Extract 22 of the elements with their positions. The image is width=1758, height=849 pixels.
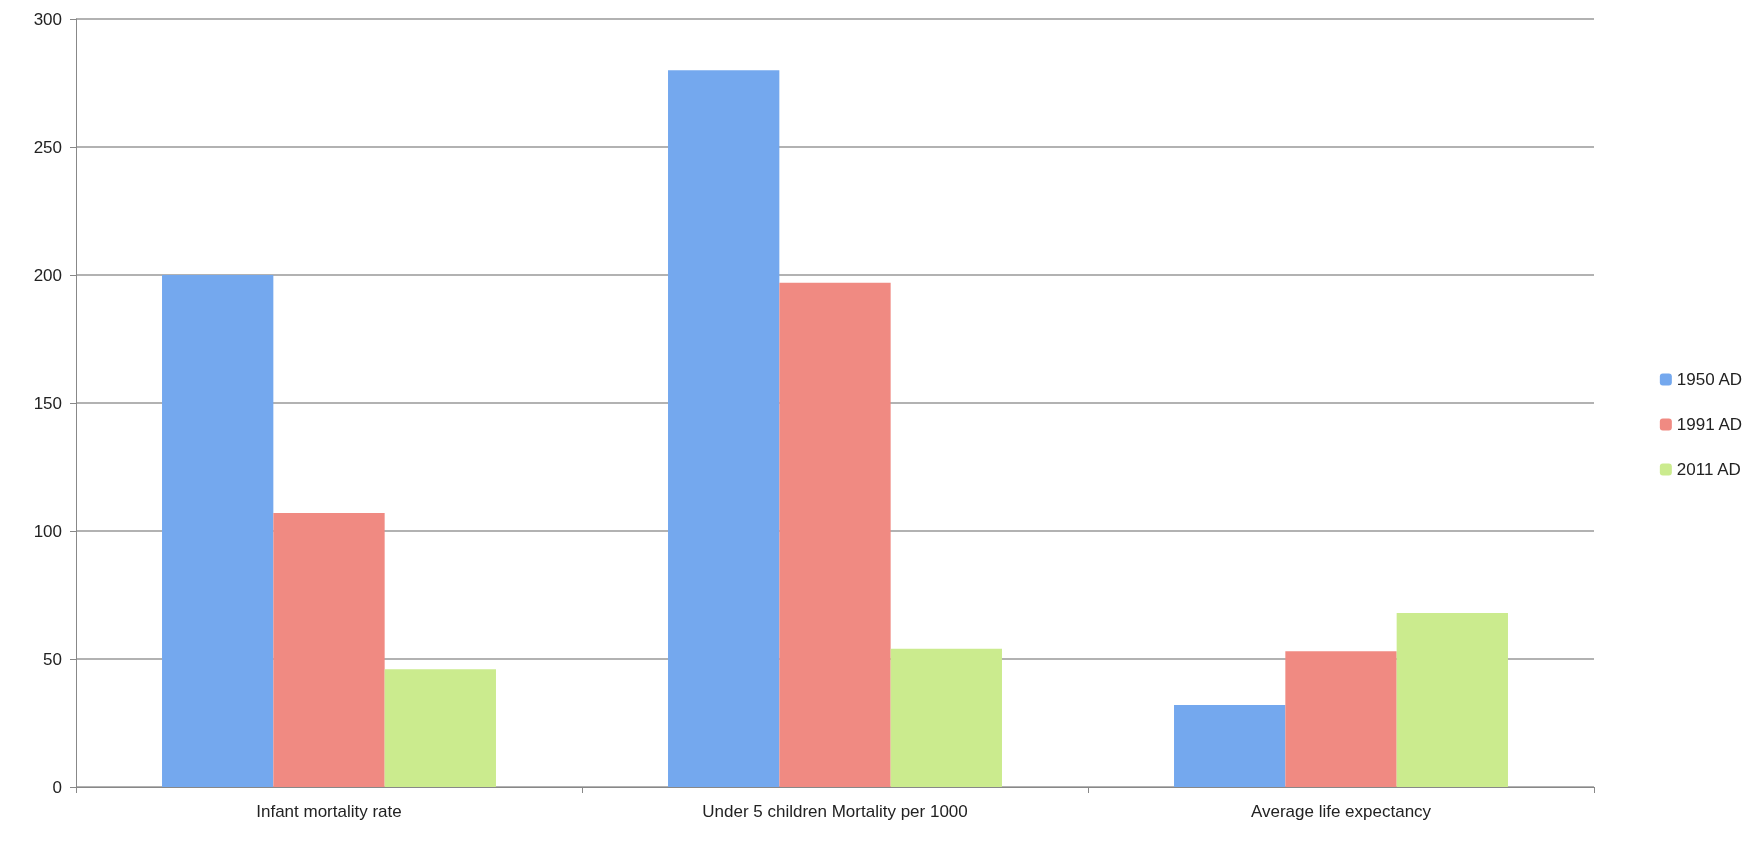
legend-label: 2011 AD xyxy=(1676,460,1741,479)
y-tick-label: 150 xyxy=(33,393,62,413)
y-tick-label: 0 xyxy=(52,777,62,797)
bar xyxy=(1285,651,1397,787)
legend-label: 1991 AD xyxy=(1676,415,1743,434)
bar xyxy=(779,282,891,787)
y-tick-label: 300 xyxy=(33,9,62,29)
y-tick-label: 100 xyxy=(33,521,62,541)
bar xyxy=(890,648,1002,787)
y-tick-label: 250 xyxy=(33,137,62,157)
bar xyxy=(668,70,780,787)
bar xyxy=(1396,612,1508,787)
x-tick-label: Infant mortality rate xyxy=(256,802,402,821)
bar xyxy=(273,513,385,787)
x-tick-label: Average life expectancy xyxy=(1250,802,1432,821)
y-tick-label: 50 xyxy=(43,649,62,669)
bar xyxy=(384,669,496,787)
bar xyxy=(1174,705,1286,787)
legend-label: 1950 AD xyxy=(1676,370,1743,389)
y-tick-label: 200 xyxy=(33,265,62,285)
bar xyxy=(162,275,274,787)
x-tick-label: Under 5 children Mortality per 1000 xyxy=(702,802,968,821)
